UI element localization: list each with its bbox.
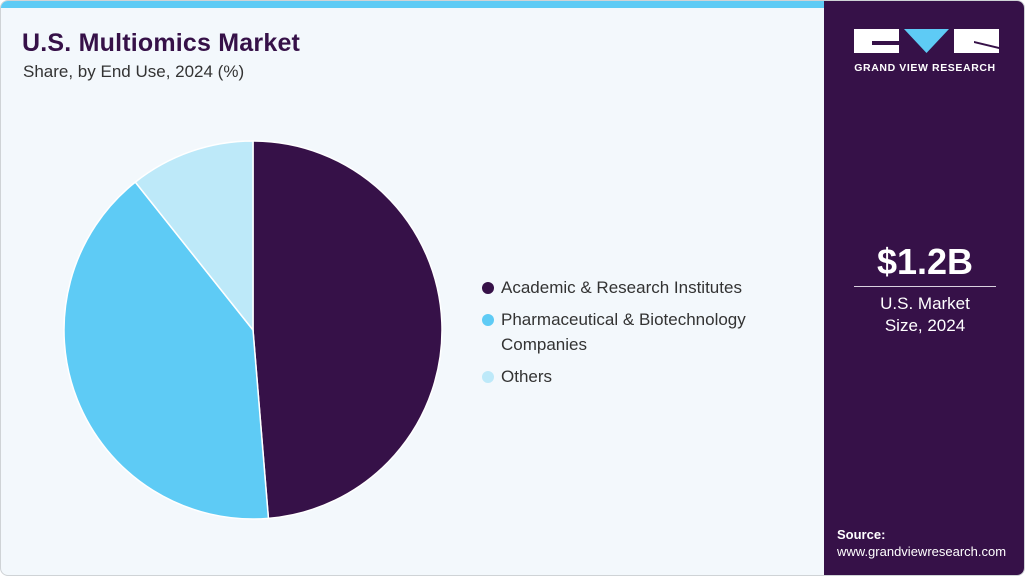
logo-text: GRAND VIEW RESEARCH (854, 62, 996, 74)
legend: Academic & Research Institutes Pharmaceu… (482, 275, 771, 396)
chart-title: U.S. Multiomics Market (22, 29, 301, 57)
legend-dot-academic (482, 282, 494, 294)
legend-item-pharma: Pharmaceutical & Biotechnology Companies (482, 307, 771, 357)
legend-item-others: Others (482, 364, 771, 389)
pie-slice-others (134, 140, 254, 333)
market-size-value: $1.2B (876, 241, 974, 282)
source-label: Source: (837, 527, 886, 542)
gvr-logo-icon (854, 29, 999, 53)
divider (854, 286, 996, 287)
pie-slice-pharma (63, 181, 270, 520)
pie-slice-academic (252, 140, 443, 520)
chart-subtitle: Share, by End Use, 2024 (%) (23, 62, 245, 81)
legend-label: Pharmaceutical & Biotechnology Companies (501, 310, 746, 354)
market-size-label: U.S. Market Size, 2024 (880, 294, 970, 335)
legend-label: Academic & Research Institutes (501, 278, 742, 297)
accent-bar (1, 1, 824, 8)
legend-dot-pharma (482, 314, 494, 326)
sidebar: GRAND VIEW RESEARCH $1.2B U.S. Market Si… (824, 1, 1024, 575)
legend-item-academic: Academic & Research Institutes (482, 275, 771, 300)
legend-label: Others (501, 367, 553, 386)
source-link[interactable]: www.grandviewresearch.com (837, 544, 1007, 559)
pie-chart (63, 140, 443, 520)
legend-dot-others (482, 371, 494, 383)
